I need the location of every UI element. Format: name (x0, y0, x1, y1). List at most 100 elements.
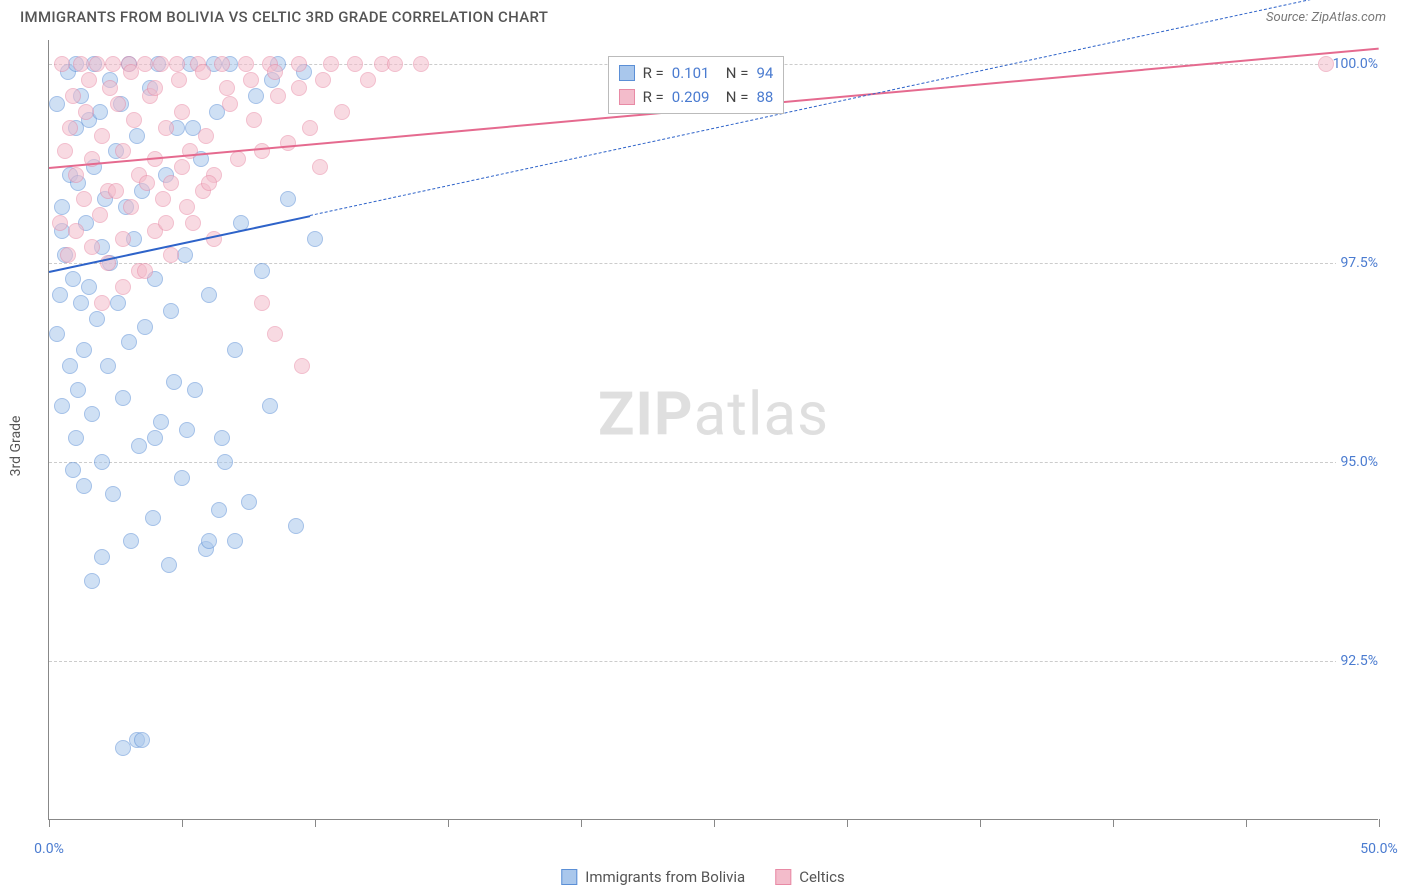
legend-swatch-icon (775, 869, 791, 885)
data-point (315, 72, 331, 88)
data-point (94, 549, 110, 565)
data-point (73, 295, 89, 311)
data-point (115, 143, 131, 159)
data-point (161, 557, 177, 573)
data-point (54, 199, 70, 215)
legend-swatch-icon (619, 89, 635, 105)
data-point (334, 104, 350, 120)
data-point (280, 135, 296, 151)
x-tick (581, 819, 582, 827)
source-prefix: Source: (1266, 10, 1311, 25)
source-label: Source: ZipAtlas.com (1266, 10, 1386, 25)
data-point (115, 231, 131, 247)
data-point (291, 80, 307, 96)
data-point (134, 732, 150, 748)
x-tick (1379, 819, 1380, 827)
stat-n-label: N = (726, 85, 749, 109)
data-point (179, 422, 195, 438)
data-point (123, 64, 139, 80)
x-tick (315, 819, 316, 827)
y-axis-label: 3rd Grade (8, 416, 24, 477)
legend-bottom: Immigrants from Bolivia Celtics (561, 868, 844, 886)
legend-swatch-icon (619, 65, 635, 81)
y-tick-label: 100.0% (1329, 56, 1382, 72)
data-point (153, 56, 169, 72)
data-point (94, 128, 110, 144)
data-point (110, 96, 126, 112)
data-point (201, 533, 217, 549)
data-point (267, 64, 283, 80)
data-point (347, 56, 363, 72)
data-point (65, 462, 81, 478)
data-point (312, 159, 328, 175)
data-point (174, 159, 190, 175)
data-point (360, 72, 376, 88)
data-point (238, 56, 254, 72)
data-point (137, 263, 153, 279)
stat-n-value: 94 (756, 61, 773, 85)
y-tick-label: 92.5% (1336, 653, 1382, 669)
data-point (227, 342, 243, 358)
data-point (153, 414, 169, 430)
data-point (163, 303, 179, 319)
y-tick-label: 95.0% (1336, 454, 1382, 470)
scatter-chart: ZIPatlas 92.5%95.0%97.5%100.0%0.0%50.0%R… (48, 40, 1378, 820)
data-point (387, 56, 403, 72)
data-point (68, 223, 84, 239)
data-point (201, 175, 217, 191)
stat-r-value: 0.209 (672, 85, 718, 109)
chart-title: IMMIGRANTS FROM BOLIVIA VS CELTIC 3RD GR… (20, 8, 548, 26)
data-point (169, 56, 185, 72)
data-point (254, 143, 270, 159)
data-point (270, 88, 286, 104)
x-tick-label: 0.0% (34, 841, 64, 857)
data-point (280, 191, 296, 207)
data-point (84, 406, 100, 422)
stats-legend: R =0.101N =94R =0.209N =88 (608, 56, 785, 114)
x-tick-label: 50.0% (1360, 841, 1398, 857)
data-point (211, 502, 227, 518)
data-point (84, 573, 100, 589)
data-point (413, 56, 429, 72)
gridline (49, 462, 1378, 463)
data-point (110, 295, 126, 311)
data-point (78, 104, 94, 120)
data-point (291, 56, 307, 72)
data-point (129, 128, 145, 144)
data-point (155, 191, 171, 207)
data-point (94, 295, 110, 311)
data-point (262, 398, 278, 414)
data-point (187, 382, 203, 398)
legend-item-bolivia: Immigrants from Bolivia (561, 868, 745, 886)
data-point (100, 358, 116, 374)
data-point (1318, 56, 1334, 72)
data-point (243, 72, 259, 88)
watermark-bold: ZIP (598, 378, 694, 449)
data-point (174, 470, 190, 486)
data-point (147, 80, 163, 96)
data-point (174, 104, 190, 120)
y-tick-label: 97.5% (1336, 255, 1382, 271)
x-tick (980, 819, 981, 827)
data-point (163, 175, 179, 191)
data-point (163, 247, 179, 263)
data-point (254, 263, 270, 279)
data-point (254, 295, 270, 311)
data-point (198, 128, 214, 144)
data-point (123, 199, 139, 215)
watermark-light: atlas (694, 378, 829, 449)
data-point (126, 112, 142, 128)
data-point (89, 56, 105, 72)
stats-legend-row: R =0.101N =94 (619, 61, 774, 85)
x-tick (714, 819, 715, 827)
data-point (102, 80, 118, 96)
data-point (57, 143, 73, 159)
legend-label: Immigrants from Bolivia (585, 868, 745, 886)
source-name: ZipAtlas.com (1311, 10, 1386, 25)
stat-r-label: R = (643, 61, 664, 85)
data-point (49, 96, 65, 112)
data-point (246, 112, 262, 128)
data-point (219, 80, 235, 96)
x-tick (49, 819, 50, 827)
data-point (62, 358, 78, 374)
